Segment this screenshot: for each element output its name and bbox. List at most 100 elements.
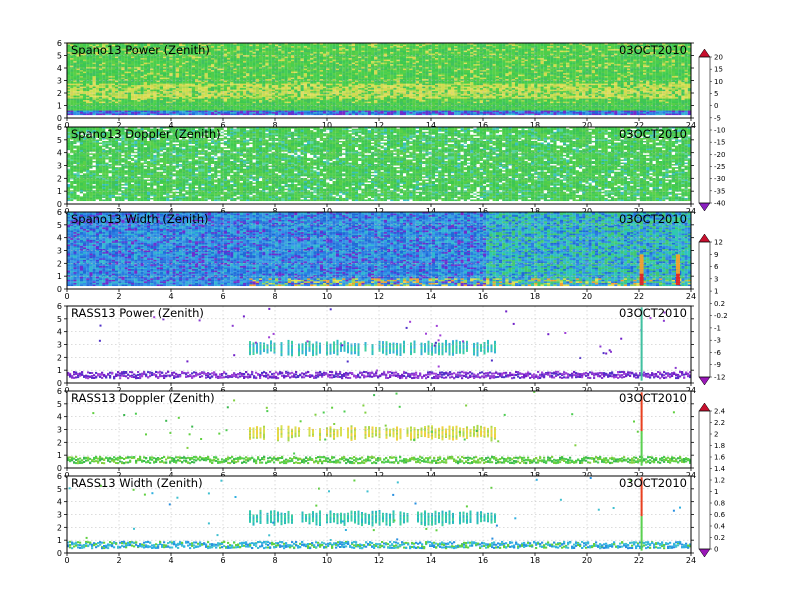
y-tick-label: 6 [57, 302, 62, 311]
y-tick-label: 4 [57, 498, 62, 507]
colorbar-label: -1 [714, 324, 721, 332]
colorbar-label: 1.6 [714, 454, 726, 462]
x-tick-label: 16 [478, 292, 488, 301]
y-tick-label: 1 [57, 536, 62, 545]
x-tick-label: 2 [116, 121, 121, 130]
data-layer [67, 307, 691, 381]
grid [67, 391, 691, 468]
colorbar-label: 3 [714, 275, 718, 283]
x-tick-label: 16 [478, 121, 488, 130]
colorbar-2: 12 9 6 3 1 0.2 -0.2 -1 -3 -6 -9 -12 [698, 233, 728, 386]
colorbar-label: -40 [714, 200, 725, 208]
x-tick-label: 6 [220, 556, 225, 565]
panel-date: 03OCT2010 [619, 306, 687, 320]
x-tick-label: 6 [220, 121, 225, 130]
colorbar-label: -30 [714, 175, 725, 183]
y-tick-label: 4 [57, 149, 62, 158]
y-tick-label: 2 [57, 259, 62, 268]
y-tick-label: 5 [57, 52, 62, 61]
colorbar-label: 1 [714, 288, 718, 296]
colorbar-label: 1 [714, 488, 718, 496]
colorbar-label: 12 [714, 239, 723, 247]
x-tick-label: 16 [478, 556, 488, 565]
colorbar-bottom-arrow [698, 548, 711, 558]
y-tick-label: 2 [57, 523, 62, 532]
x-tick-label: 18 [530, 121, 540, 130]
colorbar-1: 20 15 10 5 0 -5 -10 -15 -20 -25 -30 -35 -40 [698, 48, 725, 212]
panel-title: RASS13 Doppler (Zenith) [71, 391, 215, 405]
colorbar-label: 6 [714, 263, 719, 271]
colorbar-label: 2.2 [714, 419, 725, 427]
colorbar-label: 9 [714, 251, 718, 259]
colorbar-label: -0.2 [714, 312, 728, 320]
colorbar-label: 1.2 [714, 477, 725, 485]
y-tick-label: 0 [57, 114, 62, 123]
x-tick-label: 0 [64, 292, 69, 301]
y-tick-label: 5 [57, 221, 62, 230]
y-tick-label: 0 [57, 549, 62, 558]
x-tick-label: 4 [168, 556, 173, 565]
colorbar-label: 0.4 [714, 523, 726, 531]
x-tick-label: 22 [634, 292, 644, 301]
y-tick-label: 3 [57, 77, 62, 86]
colorbar-label: -20 [714, 151, 725, 159]
colorbar-label: 20 [714, 54, 723, 62]
x-tick-label: 18 [530, 556, 540, 565]
y-tick-label: 4 [57, 234, 62, 243]
y-tick-label: 1 [57, 102, 62, 111]
colorbar-label: 0 [714, 102, 718, 110]
y-tick-label: 5 [57, 485, 62, 494]
x-tick-label: 12 [374, 556, 384, 565]
y-tick-label: 3 [57, 162, 62, 171]
x-tick-label: 22 [634, 121, 644, 130]
y-tick-label: 2 [57, 438, 62, 447]
colorbar-label: 5 [714, 90, 718, 98]
y-tick-label: 1 [57, 187, 62, 196]
y-tick-label: 1 [57, 272, 62, 281]
x-tick-label: 4 [168, 121, 173, 130]
panel-title: Spano13 Doppler (Zenith) [71, 127, 221, 141]
panel-date: 03OCT2010 [619, 391, 687, 405]
colorbar-label: 0 [714, 546, 718, 554]
colorbar-bottom-arrow [698, 376, 711, 386]
y-tick-label: 3 [57, 341, 62, 350]
colorbar-label: -9 [714, 361, 721, 369]
colorbar-label: -5 [714, 114, 721, 122]
y-tick-label: 2 [57, 89, 62, 98]
colorbar-label: 2.4 [714, 408, 726, 416]
panel-date: 03OCT2010 [619, 127, 687, 141]
x-tick-label: 10 [322, 121, 332, 130]
y-tick-label: 4 [57, 64, 62, 73]
grid [67, 212, 691, 289]
y-tick-label: 5 [57, 400, 62, 409]
panel-title: RASS13 Power (Zenith) [71, 306, 204, 320]
y-tick-label: 1 [57, 366, 62, 375]
colorbar-label: 0.8 [714, 500, 725, 508]
data-layer [67, 391, 691, 466]
x-tick-label: 0 [64, 121, 69, 130]
y-tick-label: 0 [57, 200, 62, 209]
colorbar-label: -10 [714, 127, 725, 135]
panel-title: Spano13 Power (Zenith) [71, 43, 210, 57]
y-tick-label: 2 [57, 353, 62, 362]
x-tick-label: 24 [686, 292, 696, 301]
x-tick-label: 20 [582, 121, 592, 130]
x-tick-label: 14 [426, 556, 436, 565]
colorbar-top-arrow [698, 48, 711, 58]
x-tick-label: 10 [322, 292, 332, 301]
x-tick-label: 0 [64, 556, 69, 565]
y-tick-label: 5 [57, 136, 62, 145]
y-tick-label: 0 [57, 464, 62, 473]
x-tick-label: 14 [426, 121, 436, 130]
colorbar-label: -12 [714, 374, 725, 382]
x-tick-label: 20 [582, 556, 592, 565]
x-tick-label: 8 [272, 292, 277, 301]
colorbar-label: -6 [714, 349, 722, 357]
x-tick-label: 4 [168, 292, 173, 301]
x-tick-label: 2 [116, 292, 121, 301]
